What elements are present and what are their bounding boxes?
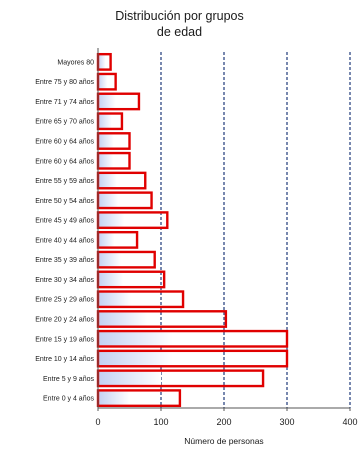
category-label-11: Entre 30 y 34 años — [35, 277, 94, 284]
blue-bar-10 — [98, 251, 121, 268]
x-tick-label-100: 100 — [153, 417, 168, 427]
blue-bar-12 — [98, 291, 131, 307]
chart-title: Distribución por grupos de edad — [0, 8, 359, 40]
blue-bar-1 — [98, 73, 108, 90]
category-label-17: Entre 0 y 4 años — [43, 396, 94, 403]
x-tick-labels: 0 100 200 300 400 — [95, 408, 358, 427]
category-label-6: Entre 55 y 59 años — [35, 178, 94, 185]
blue-bar-15 — [98, 350, 173, 367]
blue-bar-3 — [98, 113, 112, 129]
category-label-1: Entre 75 y 80 años — [35, 79, 94, 86]
category-label-16: Entre 5 y 9 años — [43, 376, 94, 383]
category-label-12: Entre 25 y 29 años — [35, 297, 94, 304]
x-tick-label-200: 200 — [216, 417, 231, 427]
category-label-7: Entre 50 y 54 años — [35, 198, 94, 205]
chart-title-line-1: Distribución por grupos — [115, 9, 244, 23]
blue-bar-2 — [98, 93, 116, 110]
category-label-0: Mayores 80 — [57, 59, 94, 66]
blue-bar-17 — [98, 390, 130, 406]
blue-bar-13 — [98, 311, 148, 327]
category-label-15: Entre 10 y 14 años — [35, 356, 94, 363]
category-label-9: Entre 40 y 44 años — [35, 237, 94, 244]
blue-bar-0 — [98, 54, 106, 70]
blue-bar-4 — [98, 133, 114, 149]
category-label-5: Entre 60 y 64 años — [35, 158, 94, 165]
blue-bar-11 — [98, 271, 124, 288]
blue-bar-14 — [98, 331, 173, 347]
blue-bar-8 — [98, 212, 125, 228]
blue-bar-9 — [98, 232, 115, 248]
category-label-4: Entre 60 y 64 años — [35, 139, 94, 146]
blue-bar-5 — [98, 153, 114, 169]
category-labels: Mayores 80 Entre 75 y 80 años Entre 71 y 7… — [35, 59, 94, 402]
category-label-13: Entre 20 y 24 años — [35, 317, 94, 324]
category-label-3: Entre 65 y 70 años — [35, 119, 94, 126]
blue-bar-7 — [98, 192, 119, 209]
category-label-10: Entre 35 y 39 años — [35, 257, 94, 264]
x-tick-label-400: 400 — [342, 417, 357, 427]
category-label-8: Entre 45 y 49 años — [35, 218, 94, 225]
x-tick-label-0: 0 — [95, 417, 100, 427]
category-label-14: Entre 15 y 19 años — [35, 336, 94, 343]
chart-title-line-2: de edad — [156, 25, 203, 39]
x-tick-label-300: 300 — [279, 417, 294, 427]
blue-bar-16 — [98, 370, 161, 387]
blue-bars — [98, 54, 173, 406]
blue-bar-6 — [98, 172, 117, 189]
x-axis-label: Número de personas — [184, 436, 263, 446]
gridlines — [160, 52, 351, 408]
category-label-2: Entre 71 y 74 años — [35, 99, 94, 106]
